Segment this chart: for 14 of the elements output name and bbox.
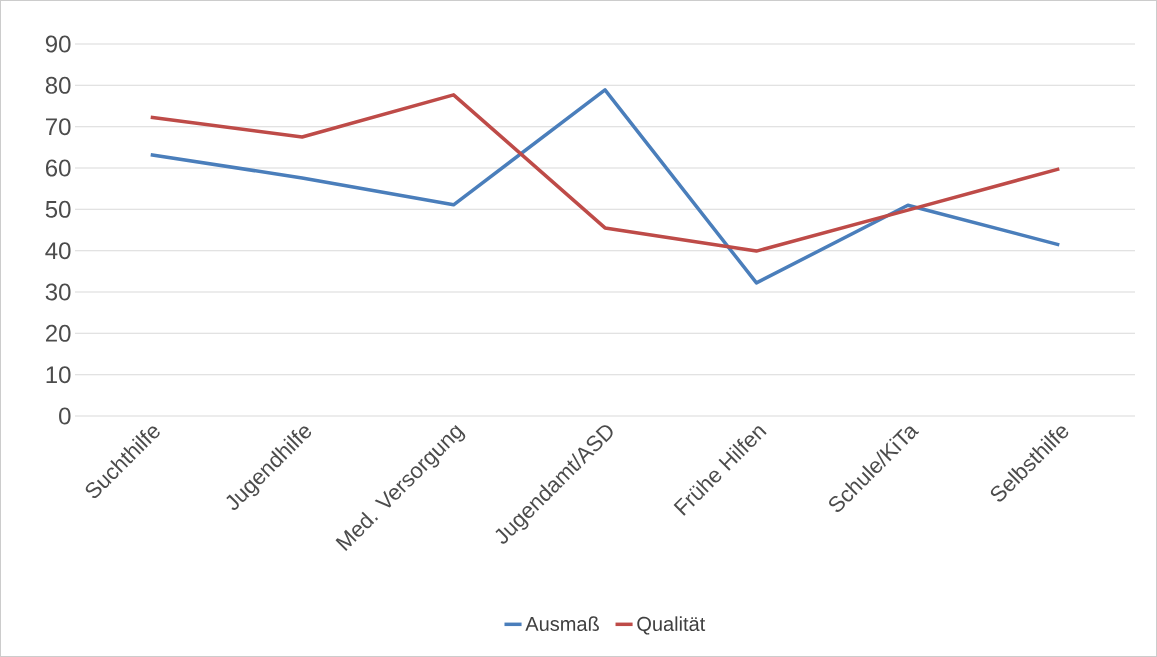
y-tick-label: 40 — [45, 242, 71, 260]
y-tick-label: 90 — [45, 35, 71, 53]
y-tick-label: 0 — [59, 407, 71, 425]
y-tick-label: 60 — [46, 159, 71, 177]
y-tick-label: 70 — [46, 118, 71, 136]
legend-label: Ausmaß — [525, 616, 599, 632]
y-tick-label: 80 — [45, 76, 71, 94]
y-tick-label: 30 — [45, 283, 71, 301]
line-series — [148, 88, 1062, 285]
y-tick-label: 20 — [45, 324, 71, 342]
y-tick-label: 50 — [45, 200, 71, 218]
legend-label: Qualität — [637, 616, 706, 635]
y-tick-label: 10 — [46, 366, 71, 384]
line-series — [148, 93, 1062, 253]
